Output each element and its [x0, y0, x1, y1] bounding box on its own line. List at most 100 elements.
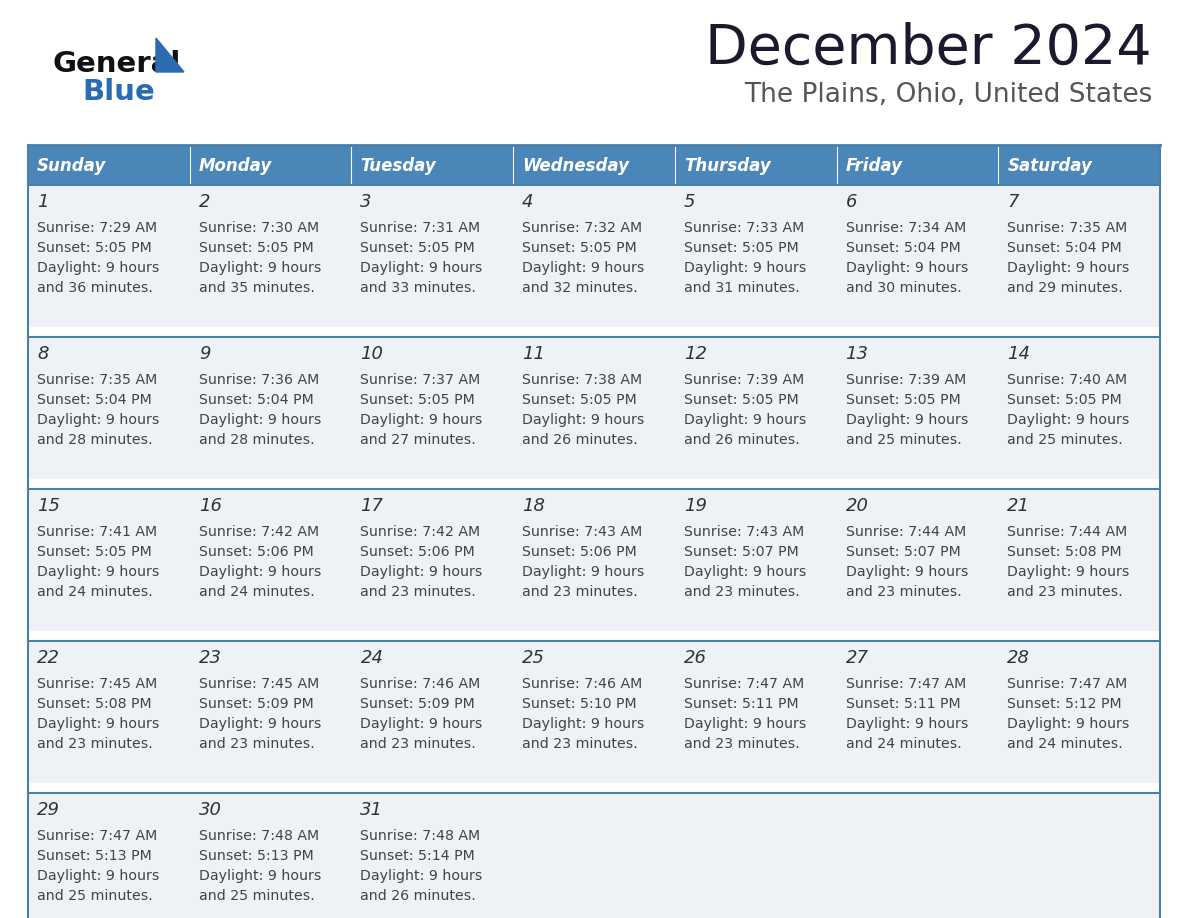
Text: Daylight: 9 hours: Daylight: 9 hours — [523, 565, 645, 579]
Text: Daylight: 9 hours: Daylight: 9 hours — [1007, 717, 1130, 731]
Text: Sunrise: 7:34 AM: Sunrise: 7:34 AM — [846, 221, 966, 235]
Text: 14: 14 — [1007, 345, 1030, 363]
Text: and 23 minutes.: and 23 minutes. — [360, 585, 476, 599]
Text: Daylight: 9 hours: Daylight: 9 hours — [1007, 261, 1130, 275]
Text: Daylight: 9 hours: Daylight: 9 hours — [37, 261, 159, 275]
Text: Daylight: 9 hours: Daylight: 9 hours — [37, 869, 159, 883]
Bar — [29, 793, 1159, 918]
Text: 7: 7 — [1007, 193, 1019, 211]
Text: Daylight: 9 hours: Daylight: 9 hours — [684, 565, 807, 579]
Text: and 25 minutes.: and 25 minutes. — [37, 889, 153, 903]
Bar — [29, 489, 1159, 631]
Text: and 32 minutes.: and 32 minutes. — [523, 281, 638, 295]
Text: and 23 minutes.: and 23 minutes. — [523, 737, 638, 751]
Text: Daylight: 9 hours: Daylight: 9 hours — [684, 717, 807, 731]
Text: Sunset: 5:05 PM: Sunset: 5:05 PM — [198, 241, 314, 255]
Text: Daylight: 9 hours: Daylight: 9 hours — [360, 869, 482, 883]
Text: Sunset: 5:05 PM: Sunset: 5:05 PM — [1007, 393, 1121, 407]
Text: The Plains, Ohio, United States: The Plains, Ohio, United States — [744, 82, 1152, 108]
Text: Sunset: 5:05 PM: Sunset: 5:05 PM — [684, 241, 798, 255]
Text: 29: 29 — [37, 801, 61, 819]
Text: and 26 minutes.: and 26 minutes. — [684, 433, 800, 447]
Text: and 23 minutes.: and 23 minutes. — [198, 737, 315, 751]
Text: and 30 minutes.: and 30 minutes. — [846, 281, 961, 295]
Text: and 33 minutes.: and 33 minutes. — [360, 281, 476, 295]
Bar — [29, 479, 1159, 489]
Text: 26: 26 — [684, 649, 707, 667]
Text: and 23 minutes.: and 23 minutes. — [37, 737, 153, 751]
Text: Sunset: 5:08 PM: Sunset: 5:08 PM — [1007, 545, 1121, 559]
Text: Sunset: 5:04 PM: Sunset: 5:04 PM — [198, 393, 314, 407]
Text: Sunrise: 7:45 AM: Sunrise: 7:45 AM — [198, 677, 318, 691]
Text: Sunset: 5:09 PM: Sunset: 5:09 PM — [360, 697, 475, 711]
Text: 5: 5 — [684, 193, 695, 211]
Text: Daylight: 9 hours: Daylight: 9 hours — [846, 413, 968, 427]
Bar — [29, 783, 1159, 793]
Text: Sunrise: 7:36 AM: Sunrise: 7:36 AM — [198, 373, 318, 387]
Text: and 24 minutes.: and 24 minutes. — [1007, 737, 1123, 751]
Bar — [998, 145, 1159, 185]
Text: Sunset: 5:05 PM: Sunset: 5:05 PM — [846, 393, 960, 407]
Text: and 29 minutes.: and 29 minutes. — [1007, 281, 1123, 295]
Text: Daylight: 9 hours: Daylight: 9 hours — [360, 413, 482, 427]
Text: and 26 minutes.: and 26 minutes. — [360, 889, 476, 903]
Text: Daylight: 9 hours: Daylight: 9 hours — [37, 717, 159, 731]
Text: Sunset: 5:08 PM: Sunset: 5:08 PM — [37, 697, 152, 711]
Text: Friday: Friday — [846, 157, 903, 175]
Text: 15: 15 — [37, 497, 61, 515]
Text: Sunrise: 7:47 AM: Sunrise: 7:47 AM — [684, 677, 804, 691]
Text: 18: 18 — [523, 497, 545, 515]
Text: Sunrise: 7:35 AM: Sunrise: 7:35 AM — [1007, 221, 1127, 235]
Text: 3: 3 — [360, 193, 372, 211]
Text: Sunset: 5:07 PM: Sunset: 5:07 PM — [846, 545, 960, 559]
Text: and 36 minutes.: and 36 minutes. — [37, 281, 153, 295]
Text: and 24 minutes.: and 24 minutes. — [37, 585, 153, 599]
Bar — [29, 337, 1159, 479]
Text: Sunrise: 7:42 AM: Sunrise: 7:42 AM — [360, 525, 481, 539]
Text: and 23 minutes.: and 23 minutes. — [360, 737, 476, 751]
Text: and 31 minutes.: and 31 minutes. — [684, 281, 800, 295]
Text: Sunrise: 7:41 AM: Sunrise: 7:41 AM — [37, 525, 157, 539]
Text: Sunrise: 7:38 AM: Sunrise: 7:38 AM — [523, 373, 643, 387]
Text: Sunset: 5:06 PM: Sunset: 5:06 PM — [360, 545, 475, 559]
Bar — [513, 145, 675, 185]
Bar — [29, 631, 1159, 641]
Text: 10: 10 — [360, 345, 384, 363]
Text: Sunrise: 7:48 AM: Sunrise: 7:48 AM — [198, 829, 318, 843]
Text: Daylight: 9 hours: Daylight: 9 hours — [360, 565, 482, 579]
Text: Sunset: 5:11 PM: Sunset: 5:11 PM — [684, 697, 798, 711]
Text: and 28 minutes.: and 28 minutes. — [198, 433, 315, 447]
Text: 20: 20 — [846, 497, 868, 515]
Bar — [29, 185, 1159, 327]
Text: 1: 1 — [37, 193, 49, 211]
Text: Daylight: 9 hours: Daylight: 9 hours — [523, 717, 645, 731]
Text: Sunrise: 7:43 AM: Sunrise: 7:43 AM — [523, 525, 643, 539]
Text: Daylight: 9 hours: Daylight: 9 hours — [360, 717, 482, 731]
Text: and 23 minutes.: and 23 minutes. — [684, 737, 800, 751]
Text: Daylight: 9 hours: Daylight: 9 hours — [684, 413, 807, 427]
Text: Daylight: 9 hours: Daylight: 9 hours — [846, 717, 968, 731]
Text: Tuesday: Tuesday — [360, 157, 436, 175]
Text: Thursday: Thursday — [684, 157, 771, 175]
Text: Sunrise: 7:33 AM: Sunrise: 7:33 AM — [684, 221, 804, 235]
Text: Sunset: 5:05 PM: Sunset: 5:05 PM — [523, 241, 637, 255]
Text: Sunrise: 7:31 AM: Sunrise: 7:31 AM — [360, 221, 481, 235]
Text: Daylight: 9 hours: Daylight: 9 hours — [198, 261, 321, 275]
Bar — [675, 145, 836, 185]
Text: Sunset: 5:06 PM: Sunset: 5:06 PM — [198, 545, 314, 559]
Text: Sunday: Sunday — [37, 157, 106, 175]
Text: Sunset: 5:12 PM: Sunset: 5:12 PM — [1007, 697, 1121, 711]
Text: and 28 minutes.: and 28 minutes. — [37, 433, 152, 447]
Text: and 23 minutes.: and 23 minutes. — [1007, 585, 1123, 599]
Text: Daylight: 9 hours: Daylight: 9 hours — [198, 565, 321, 579]
Text: 4: 4 — [523, 193, 533, 211]
Text: Daylight: 9 hours: Daylight: 9 hours — [523, 261, 645, 275]
Text: Wednesday: Wednesday — [523, 157, 630, 175]
Text: 19: 19 — [684, 497, 707, 515]
Text: and 25 minutes.: and 25 minutes. — [846, 433, 961, 447]
Text: Sunrise: 7:47 AM: Sunrise: 7:47 AM — [1007, 677, 1127, 691]
Text: Sunset: 5:04 PM: Sunset: 5:04 PM — [846, 241, 960, 255]
Bar — [29, 327, 1159, 337]
Text: Sunset: 5:05 PM: Sunset: 5:05 PM — [360, 241, 475, 255]
Text: Sunrise: 7:29 AM: Sunrise: 7:29 AM — [37, 221, 157, 235]
